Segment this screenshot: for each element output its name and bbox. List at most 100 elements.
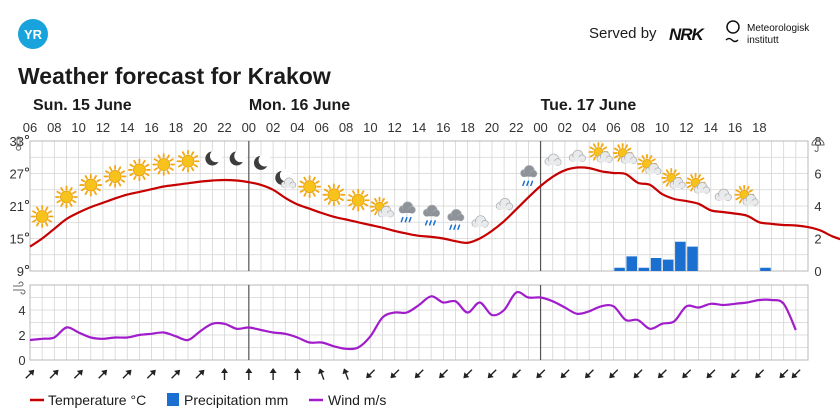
sun-ray <box>145 172 150 177</box>
sun-ray <box>142 159 146 165</box>
sun-ray <box>190 151 195 156</box>
wind-arrow-icon <box>609 369 619 379</box>
sun-ray <box>348 203 353 207</box>
cloud-icon <box>495 198 513 211</box>
cloud-icon <box>471 215 489 228</box>
sun-ray <box>169 158 174 162</box>
sun-ray <box>93 190 97 196</box>
wind-arrow-head <box>28 369 35 376</box>
sun-ray <box>370 201 376 205</box>
cloud-base <box>282 184 296 188</box>
moon-icon <box>205 149 223 166</box>
sun-ray <box>327 184 332 190</box>
sun-ray <box>638 158 643 162</box>
sun-ray <box>72 190 77 195</box>
sun-ray <box>592 143 597 148</box>
sun-ray <box>613 147 619 151</box>
sun-ray <box>299 180 304 184</box>
sun-ray <box>129 172 134 177</box>
sun-ray <box>327 200 332 205</box>
sun-icon <box>152 153 176 176</box>
weather-icons <box>30 142 759 230</box>
sun-ray <box>312 176 316 182</box>
sun-ray <box>589 154 595 158</box>
precipitation-bar <box>650 258 662 271</box>
sun-ray <box>80 187 86 192</box>
wind-arrow-icon <box>269 368 277 380</box>
rain-drop <box>404 216 408 223</box>
wind-arrow-head <box>791 372 798 379</box>
hour-label: 14 <box>120 120 134 135</box>
chart-frame <box>29 284 809 361</box>
cloud-base <box>716 196 731 201</box>
wind-arrow-head <box>536 372 543 379</box>
sun-ray <box>36 222 40 227</box>
sun-disc <box>60 190 73 204</box>
cloud-base <box>622 159 636 164</box>
precipitation-bar <box>662 259 674 271</box>
wind-arrow-head <box>512 372 519 379</box>
nrk-logo[interactable]: NRK <box>669 25 707 44</box>
sun-ray <box>665 182 670 187</box>
wind-arrow-head <box>269 368 277 373</box>
hour-label: 12 <box>387 120 401 135</box>
sun-ray <box>108 166 113 171</box>
degree-symbol <box>24 167 30 172</box>
wind-arrow-icon <box>414 369 424 379</box>
hour-label: 04 <box>582 120 596 135</box>
wind-line <box>29 290 797 351</box>
day-label: Mon. 16 June <box>249 97 350 114</box>
sun-ray <box>153 167 159 171</box>
sun-ray <box>190 166 195 172</box>
wind-tick-label: 0 <box>18 353 25 368</box>
cloud-base <box>597 158 612 163</box>
precipitation-bar <box>614 267 625 271</box>
sun-disc <box>303 180 316 194</box>
degree-symbol <box>24 134 30 140</box>
sun-disc <box>84 178 98 192</box>
sun-ray <box>690 174 694 179</box>
sun-ray <box>166 170 170 175</box>
sun-ray <box>381 197 385 203</box>
sun-cloud-icon <box>685 172 710 194</box>
moon-shadow <box>234 149 247 163</box>
cloud-base <box>743 201 758 205</box>
sun-ray <box>323 188 329 192</box>
moon-shadow <box>258 154 271 167</box>
sun-ray <box>120 170 126 174</box>
sun-ray <box>363 203 369 207</box>
sun-ray <box>117 166 122 171</box>
sun-ray <box>735 196 740 201</box>
sun-ray <box>592 156 597 161</box>
sun-ray <box>105 179 110 183</box>
wind-arrow-icon <box>560 369 570 379</box>
rain-drop <box>526 180 530 187</box>
sun-ray <box>47 210 53 214</box>
hour-label: 00 <box>533 120 547 135</box>
rain-drop <box>408 216 412 223</box>
sun-ray <box>361 190 365 195</box>
sun-ray <box>665 169 670 174</box>
page-title: Weather forecast for Krakow <box>18 63 331 89</box>
cloud-base <box>570 157 585 162</box>
wind-arrow-icon <box>342 368 350 380</box>
wind-arrow-head <box>125 369 132 376</box>
wind-arrow-icon <box>221 368 228 380</box>
sun-ray <box>673 169 677 174</box>
precipitation-tick-label: 8 <box>814 134 821 149</box>
sun-ray <box>638 165 643 170</box>
sun-ray <box>600 143 604 148</box>
met-institute-logo[interactable]: Meteorologisk institutt <box>725 20 810 46</box>
hour-label: 16 <box>436 120 450 135</box>
rain-cloud-icon <box>422 204 441 226</box>
sun-ray <box>60 187 64 192</box>
sun-icon <box>30 205 54 228</box>
yr-logo[interactable]: YR <box>18 19 48 49</box>
sun-ray <box>84 190 88 196</box>
wind-arrow-icon <box>171 369 181 379</box>
hour-label: 22 <box>509 120 523 135</box>
wind-arrow-icon <box>779 369 789 379</box>
cloud-icon <box>544 153 562 166</box>
wind-arrow-head <box>366 372 373 379</box>
